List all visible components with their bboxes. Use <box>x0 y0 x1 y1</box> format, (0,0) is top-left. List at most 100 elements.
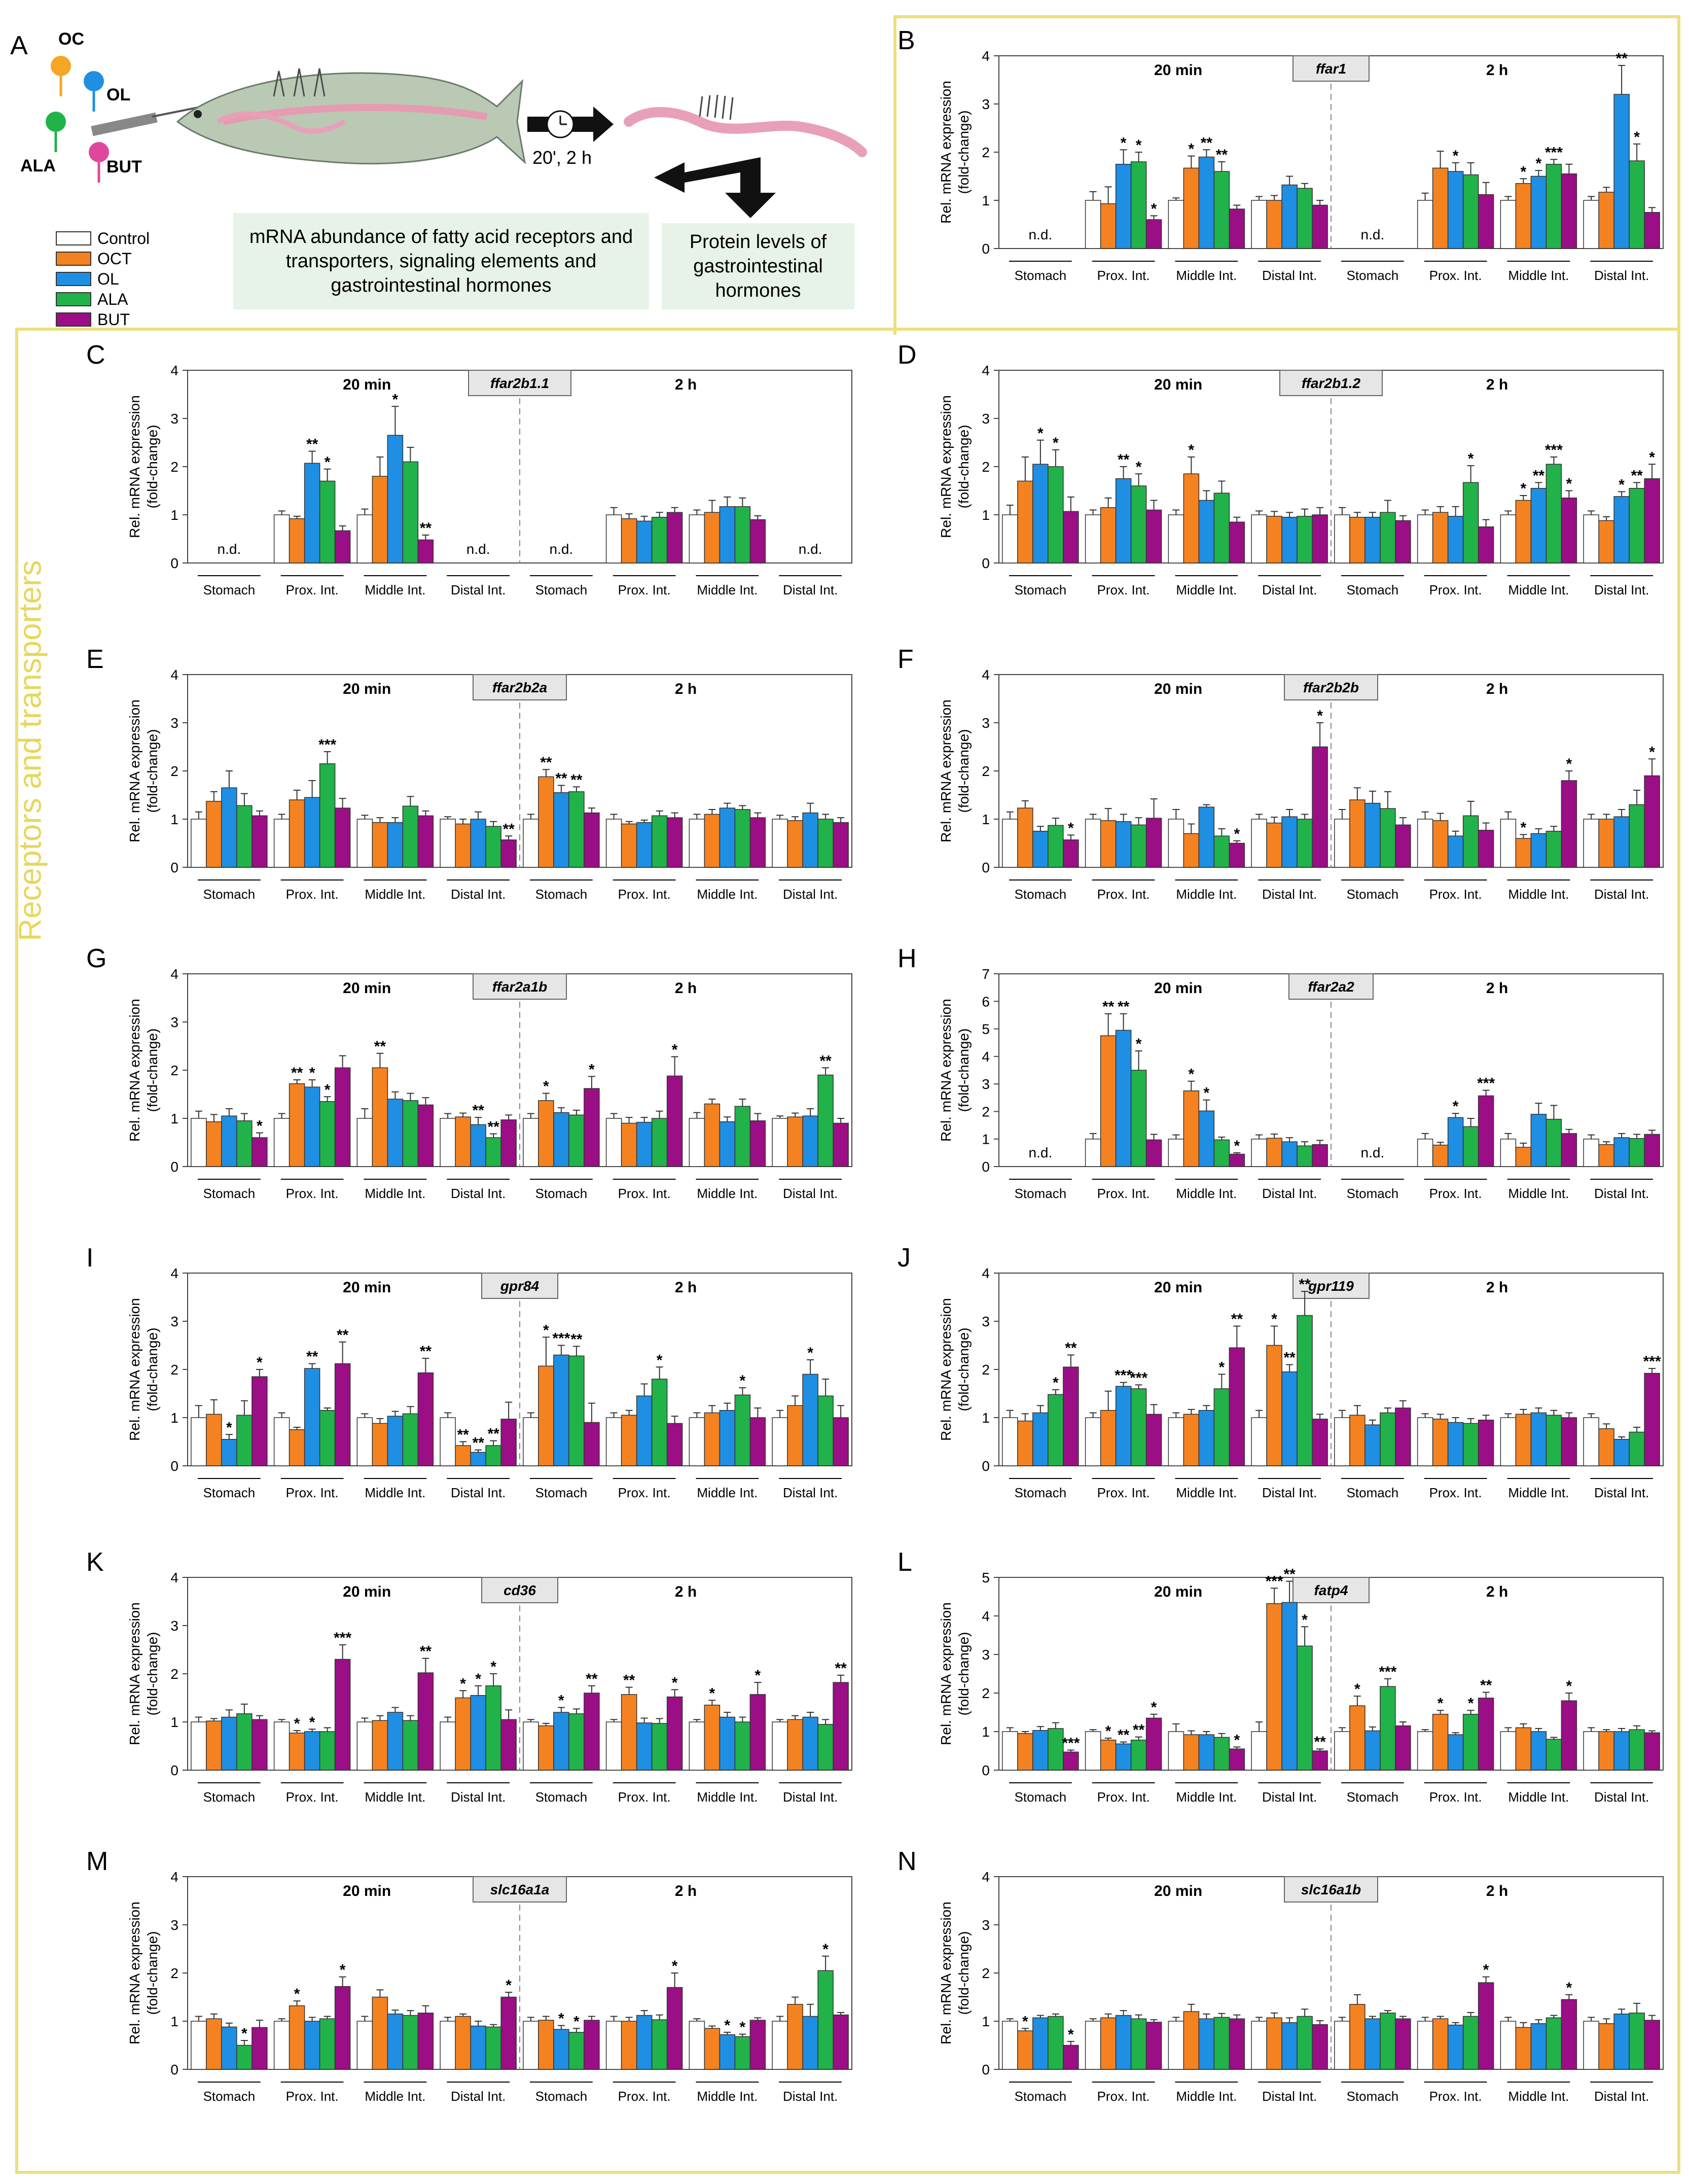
bar <box>1334 514 1350 563</box>
bar <box>1644 1372 1660 1466</box>
significance-mark: ** <box>1283 1350 1296 1366</box>
bar <box>1515 500 1532 563</box>
x-tick-label: Middle Int. <box>1176 268 1237 283</box>
bar <box>1032 464 1049 563</box>
bar <box>1297 188 1313 249</box>
bar <box>236 1120 253 1167</box>
bar <box>1613 1439 1630 1466</box>
bar <box>1432 1419 1449 1466</box>
gene-label: slc16a1b <box>1301 1882 1361 1897</box>
y-axis-label-unit: (fold-change) <box>145 1029 160 1112</box>
bar <box>1478 830 1494 868</box>
significance-mark: ** <box>420 1343 432 1360</box>
bar <box>1417 514 1433 563</box>
y-tick-label: 0 <box>170 1763 178 1778</box>
bar <box>1432 820 1449 868</box>
significance-mark: * <box>1521 480 1527 497</box>
bar <box>356 514 373 563</box>
bar <box>605 819 622 868</box>
significance-mark: ** <box>819 1052 832 1069</box>
significance-mark: ** <box>1118 1727 1130 1744</box>
bar <box>1115 164 1132 249</box>
bar <box>1063 511 1079 563</box>
bar <box>1251 200 1267 249</box>
bar <box>1583 1731 1599 1771</box>
x-tick-label: Middle Int. <box>365 887 425 902</box>
significance-mark: * <box>755 1667 761 1684</box>
bar <box>719 2034 736 2070</box>
y-tick-label: 0 <box>170 1159 178 1175</box>
bar <box>1032 1412 1049 1466</box>
bar <box>1598 2023 1614 2070</box>
significance-mark: *** <box>1062 1735 1080 1751</box>
significance-mark: * <box>1189 442 1195 459</box>
bar <box>651 517 668 563</box>
bar <box>417 2013 434 2070</box>
chart-svg: 0 1 2 3 4 5 6 7 Rel. mRNA expression (fold-change… <box>938 966 1664 1201</box>
ligand-ol-label: OL <box>106 85 131 104</box>
x-tick-label: Distal Int. <box>1262 887 1317 902</box>
y-axis-label-unit: (fold-change) <box>145 1328 160 1412</box>
bar <box>1168 1138 1184 1167</box>
bar <box>787 820 803 868</box>
significance-mark: ** <box>1533 467 1545 484</box>
bar <box>1629 1431 1645 1466</box>
bar <box>1183 1414 1200 1466</box>
y-tick-label: 2 <box>170 1666 178 1682</box>
bar <box>636 1722 653 1771</box>
y-tick-label: 2 <box>982 1965 990 1981</box>
bar <box>1281 2022 1298 2070</box>
bar <box>1364 1424 1381 1466</box>
bar <box>719 1716 736 1771</box>
x-tick-label: Prox. Int. <box>1097 2089 1150 2104</box>
time-label-2h: 2 h <box>675 376 697 393</box>
y-tick-label: 2 <box>982 145 990 160</box>
significance-mark: ** <box>1102 999 1115 1015</box>
y-tick-label: 4 <box>982 1608 990 1624</box>
x-tick-label: Prox. Int. <box>286 1485 339 1500</box>
bar <box>651 815 668 868</box>
bar <box>251 1137 268 1167</box>
bar <box>817 1074 834 1167</box>
bar <box>553 1112 569 1167</box>
bar <box>538 1725 554 1771</box>
bar <box>772 2021 788 2070</box>
x-tick-label: Stomach <box>1347 582 1399 597</box>
bar <box>651 1379 668 1466</box>
y-tick-label: 0 <box>170 860 178 875</box>
y-tick-label: 1 <box>982 507 990 523</box>
chart-svg: 0 1 2 3 4 Rel. mRNA expression (fold-change) 20… <box>938 363 1664 597</box>
significance-mark: * <box>1022 2013 1028 2030</box>
nd-label: n.d. <box>1029 1145 1053 1160</box>
gene-label: ffar2b1.2 <box>1302 375 1361 391</box>
significance-mark: * <box>340 1962 346 1979</box>
gene-label: gpr119 <box>1308 1278 1354 1294</box>
bar <box>1349 1415 1365 1466</box>
bar <box>372 1423 388 1466</box>
bar <box>1183 167 1200 249</box>
x-tick-label: Distal Int. <box>783 1789 838 1805</box>
bar <box>372 1067 388 1167</box>
bar <box>500 839 517 868</box>
bar <box>1613 1731 1630 1771</box>
bar <box>1085 1417 1101 1466</box>
bar <box>1613 94 1630 249</box>
bar <box>191 1118 207 1167</box>
chart-svg: 0 1 2 3 4 Rel. mRNA expression (fold-change) 20… <box>938 48 1664 283</box>
x-tick-label: Prox. Int. <box>1429 887 1482 902</box>
clock-arrow-icon <box>527 107 614 142</box>
x-tick-label: Stomach <box>535 1485 588 1500</box>
bar <box>1145 219 1162 249</box>
y-tick-label: 0 <box>170 1458 178 1474</box>
bar <box>817 1970 834 2070</box>
significance-mark: ** <box>1615 50 1628 67</box>
chart-panel-c: C 0 1 2 3 4 Rel. mRNA expression (fold-change) 2… <box>86 340 882 609</box>
bar <box>605 1721 622 1771</box>
y-tick-label: 3 <box>170 715 178 731</box>
bar <box>273 514 290 563</box>
x-tick-label: Middle Int. <box>1508 582 1569 597</box>
bar <box>1297 1645 1313 1771</box>
significance-mark: ** <box>1283 1566 1296 1583</box>
panel-a: A OC OL A <box>10 20 882 329</box>
x-tick-label: Distal Int. <box>1262 2089 1317 2104</box>
